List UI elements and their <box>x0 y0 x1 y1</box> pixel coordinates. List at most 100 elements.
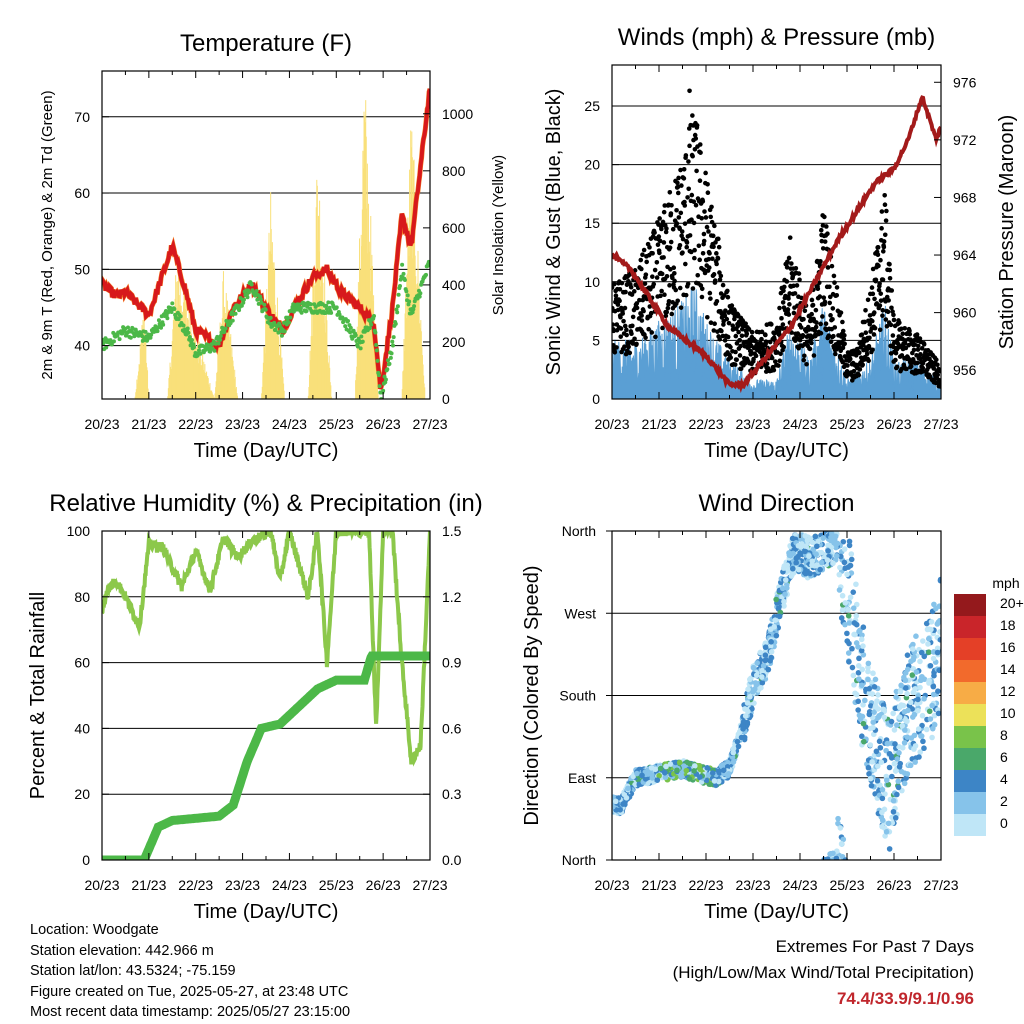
y2-tick-label: 960 <box>953 305 977 321</box>
dewpoint-point <box>273 328 278 333</box>
gust-point <box>682 221 688 226</box>
direction-point <box>742 713 749 719</box>
direction-point <box>725 770 732 777</box>
direction-point <box>915 696 921 703</box>
x-axis-label: Time (Day/UTC) <box>194 440 339 462</box>
gust-point <box>870 347 875 353</box>
direction-point <box>860 720 867 727</box>
x-tick-label: 23/23 <box>735 416 770 432</box>
direction-point <box>908 735 915 741</box>
gust-point <box>721 322 726 327</box>
gust-point <box>711 328 717 333</box>
direction-point <box>818 559 825 566</box>
dewpoint-point <box>411 307 416 312</box>
gust-point <box>813 324 819 330</box>
gust-point <box>829 263 835 269</box>
direction-point <box>872 676 879 683</box>
gust-point <box>672 270 677 276</box>
gust-point <box>626 344 631 350</box>
direction-point <box>662 774 669 781</box>
direction-point <box>928 626 934 633</box>
direction-point <box>844 630 850 637</box>
gust-point <box>918 351 923 357</box>
gust-point <box>634 341 639 347</box>
x-tick-label: 26/23 <box>876 416 911 432</box>
direction-point <box>649 772 655 778</box>
direction-point <box>674 767 680 774</box>
gust-point <box>860 362 865 368</box>
direction-point <box>937 629 941 635</box>
gust-point <box>877 327 883 333</box>
gust-point <box>791 310 797 316</box>
gust-point <box>828 313 833 318</box>
gust-point <box>811 353 817 358</box>
direction-point <box>896 743 902 750</box>
gust-point <box>664 273 670 279</box>
gust-point <box>834 285 840 290</box>
gust-point <box>801 357 807 363</box>
dewpoint-point <box>233 311 238 316</box>
direction-point <box>781 563 788 569</box>
gust-point <box>830 306 836 311</box>
dewpoint-point <box>326 300 331 305</box>
direction-point <box>869 679 875 686</box>
gust-max-point <box>687 88 692 94</box>
direction-point <box>709 770 716 776</box>
extremes-box: Extremes For Past 7 Days (High/Low/Max W… <box>673 934 974 1012</box>
direction-point <box>921 653 928 660</box>
direction-point <box>837 564 843 571</box>
direction-point <box>830 850 836 857</box>
gust-point <box>823 321 829 326</box>
direction-point <box>870 670 876 677</box>
direction-point <box>874 763 881 769</box>
gust-point <box>700 199 706 204</box>
x-tick-label: 21/23 <box>641 416 676 432</box>
gust-point <box>692 255 697 261</box>
direction-point <box>691 763 698 769</box>
direction-point <box>885 781 892 788</box>
direction-point <box>825 856 831 860</box>
direction-point <box>897 688 904 695</box>
gust-point <box>725 288 730 294</box>
direction-point <box>855 698 862 705</box>
gust-point <box>825 231 830 237</box>
dewpoint-point <box>245 295 250 300</box>
gust-point <box>694 123 700 128</box>
direction-point <box>744 700 751 706</box>
dewpoint-point <box>212 348 217 353</box>
gust-point <box>699 286 705 292</box>
direction-point <box>768 639 774 645</box>
direction-point <box>901 739 908 746</box>
gust-point <box>650 274 655 279</box>
gust-point <box>639 266 644 272</box>
gust-point <box>646 326 651 332</box>
gust-point <box>634 301 640 306</box>
direction-point <box>851 620 858 626</box>
colorbar-label: 16 <box>1000 639 1016 655</box>
gust-point <box>675 190 681 196</box>
dewpoint-point <box>156 318 161 323</box>
direction-point <box>895 778 902 785</box>
gust-point <box>759 336 764 342</box>
y-tick-label: 5 <box>592 332 600 348</box>
gust-point <box>879 226 884 231</box>
gust-point <box>893 350 899 356</box>
x-tick-label: 24/23 <box>782 877 817 893</box>
gust-point <box>669 311 675 317</box>
gust-point <box>832 325 838 330</box>
direction-point <box>762 652 769 659</box>
dewpoint-point <box>223 326 228 331</box>
direction-point <box>691 768 697 774</box>
gust-point <box>777 305 782 311</box>
gust-point <box>618 334 624 339</box>
gust-point <box>785 307 791 312</box>
gust-point <box>818 258 823 264</box>
direction-point <box>797 550 803 556</box>
direction-point <box>715 778 722 785</box>
direction-point <box>860 624 867 630</box>
direction-point <box>921 696 927 702</box>
dewpoint-point <box>282 329 287 334</box>
dewpoint-point <box>218 333 223 338</box>
colorbar-unit: mph <box>992 575 1019 591</box>
